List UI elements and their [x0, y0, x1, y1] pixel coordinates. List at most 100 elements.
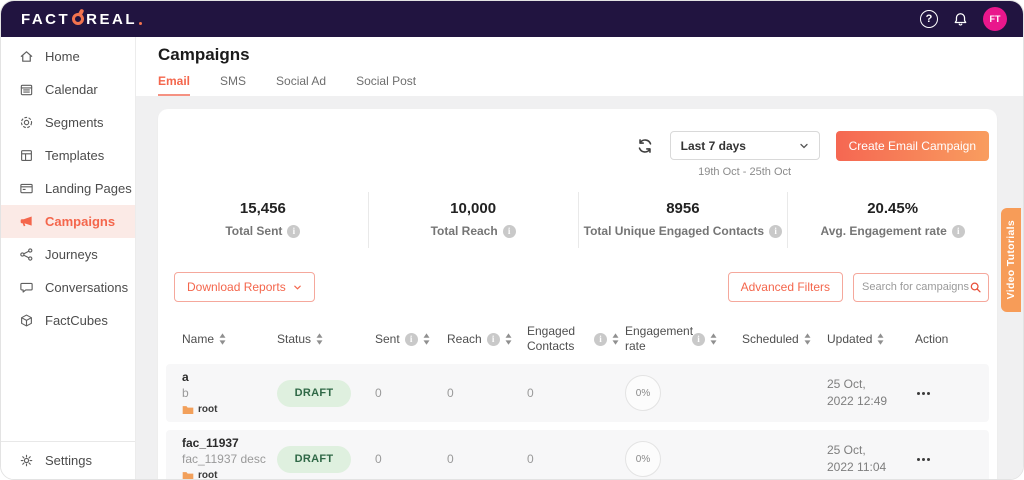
card-toolbar: Last 7 days 19th Oct - 25th Oct Create E…	[158, 125, 997, 178]
table-row[interactable]: a b root DRAFT 0 0 0 0% 25 Oct,	[166, 364, 989, 422]
logo-text-right: REAL	[86, 10, 138, 28]
video-tutorials-label: Video Tutorials	[1005, 220, 1017, 300]
campaign-folder: root	[198, 470, 218, 480]
engaged-contacts-value: 0	[527, 386, 534, 400]
stat-value: 8956	[666, 200, 700, 217]
sidebar-item-label: Templates	[45, 148, 105, 163]
sidebar-item-home[interactable]: Home	[1, 40, 135, 73]
tab-sms[interactable]: SMS	[220, 74, 247, 88]
sort-icon[interactable]	[804, 333, 811, 345]
col-action: Action	[915, 332, 949, 346]
stats-row: 15,456 Total Sent i 10,000 Total Reach i 8…	[158, 192, 997, 248]
download-reports-label: Download Reports	[187, 280, 286, 294]
notifications-bell-icon[interactable]	[952, 11, 969, 28]
col-name: Name	[182, 332, 215, 346]
col-reach: Reach	[447, 332, 482, 346]
date-range-value: Last 7 days	[680, 138, 746, 153]
reach-value: 0	[447, 452, 454, 466]
chat-icon	[18, 280, 34, 296]
download-reports-button[interactable]: Download Reports	[174, 272, 315, 302]
engaged-contacts-value: 0	[527, 452, 534, 466]
col-sent: Sent	[375, 332, 400, 346]
campaign-name[interactable]: fac_11937	[182, 435, 239, 450]
advanced-filters-label: Advanced Filters	[740, 280, 830, 294]
campaign-name[interactable]: a	[182, 369, 189, 384]
stat-value: 10,000	[450, 200, 497, 217]
info-icon[interactable]: i	[594, 332, 607, 346]
sort-icon[interactable]	[219, 333, 226, 345]
info-icon[interactable]: i	[502, 224, 516, 238]
home-icon	[18, 49, 34, 65]
sort-icon[interactable]	[316, 333, 323, 345]
sort-icon[interactable]	[710, 333, 717, 345]
tab-social-post[interactable]: Social Post	[356, 74, 417, 88]
sidebar-item-landing-pages[interactable]: Landing Pages	[1, 172, 135, 205]
info-icon[interactable]: i	[692, 332, 705, 346]
landing-pages-icon	[18, 181, 34, 197]
calendar-icon	[18, 82, 34, 98]
col-engaged-contacts: Engaged Contacts	[527, 324, 576, 353]
reach-value: 0	[447, 386, 454, 400]
stat-unique-engaged-contacts: 8956 Total Unique Engaged Contacts i	[577, 192, 788, 248]
refresh-icon[interactable]	[636, 137, 654, 155]
content-area: Last 7 days 19th Oct - 25th Oct Create E…	[136, 96, 1023, 480]
status-badge: DRAFT	[277, 379, 351, 407]
sidebar-item-templates[interactable]: Templates	[1, 139, 135, 172]
campaign-folder: root	[198, 404, 218, 416]
user-avatar[interactable]: FT	[983, 7, 1007, 31]
megaphone-icon	[18, 214, 34, 230]
date-range-select[interactable]: Last 7 days	[669, 131, 820, 160]
info-icon[interactable]: i	[404, 332, 418, 346]
sidebar-item-conversations[interactable]: Conversations	[1, 271, 135, 304]
info-icon[interactable]: i	[951, 224, 965, 238]
info-icon[interactable]: i	[486, 332, 500, 346]
tab-social-ad[interactable]: Social Ad	[276, 74, 327, 88]
row-actions-menu-icon[interactable]	[915, 388, 981, 399]
campaigns-card: Last 7 days 19th Oct - 25th Oct Create E…	[158, 109, 997, 480]
sidebar-item-settings[interactable]: Settings	[1, 441, 135, 479]
sidebar-item-label: Conversations	[45, 280, 129, 295]
sidebar-item-label: Home	[45, 49, 80, 64]
page-header: Campaigns Email SMS Social Ad Social Pos…	[136, 37, 1023, 96]
col-status: Status	[277, 332, 312, 346]
search-icon[interactable]	[969, 280, 982, 295]
sidebar-item-journeys[interactable]: Journeys	[1, 238, 135, 271]
video-tutorials-tab[interactable]: Video Tutorials	[1001, 208, 1021, 312]
help-icon[interactable]: ?	[920, 10, 938, 28]
info-icon[interactable]: i	[287, 224, 301, 238]
create-email-campaign-button[interactable]: Create Email Campaign	[835, 131, 989, 161]
campaign-search	[853, 272, 989, 302]
table-row[interactable]: fac_11937 fac_11937 desc root DRAFT 0 0 …	[166, 430, 989, 480]
factoreal-logo: FACT REAL	[21, 8, 143, 28]
campaign-description: b	[182, 385, 189, 400]
sort-icon[interactable]	[877, 333, 884, 345]
search-input[interactable]	[862, 281, 969, 293]
sidebar-item-factcubes[interactable]: FactCubes	[1, 304, 135, 337]
logo-o-icon	[72, 8, 85, 25]
logo-dot	[139, 21, 143, 25]
gear-icon	[18, 453, 34, 469]
table-header: Name Status Sent i Reach i	[158, 318, 997, 364]
campaign-description: fac_11937 desc	[182, 451, 266, 466]
sidebar-item-campaigns[interactable]: Campaigns	[1, 205, 135, 238]
sidebar-item-label: Segments	[45, 115, 104, 130]
sort-icon[interactable]	[423, 333, 430, 345]
sort-icon[interactable]	[505, 333, 512, 345]
stat-label: Total Reach	[430, 224, 498, 238]
sidebar-item-segments[interactable]: Segments	[1, 106, 135, 139]
folder-icon	[182, 471, 194, 479]
row-actions-menu-icon[interactable]	[915, 454, 981, 465]
sidebar-item-calendar[interactable]: Calendar	[1, 73, 135, 106]
stat-value: 15,456	[239, 200, 286, 217]
advanced-filters-button[interactable]: Advanced Filters	[727, 272, 843, 302]
updated-value: 25 Oct, 2022 12:49	[827, 376, 888, 408]
info-icon[interactable]: i	[769, 224, 783, 238]
col-scheduled: Scheduled	[742, 332, 799, 346]
logo-text-left: FACT	[21, 10, 71, 28]
sort-icon[interactable]	[612, 333, 619, 345]
stat-label: Total Unique Engaged Contacts	[583, 224, 765, 238]
settings-label: Settings	[45, 453, 92, 468]
stat-label: Total Sent	[225, 224, 283, 238]
sidebar: Home Calendar Segments Templates	[1, 37, 136, 479]
tab-email[interactable]: Email	[158, 74, 191, 96]
